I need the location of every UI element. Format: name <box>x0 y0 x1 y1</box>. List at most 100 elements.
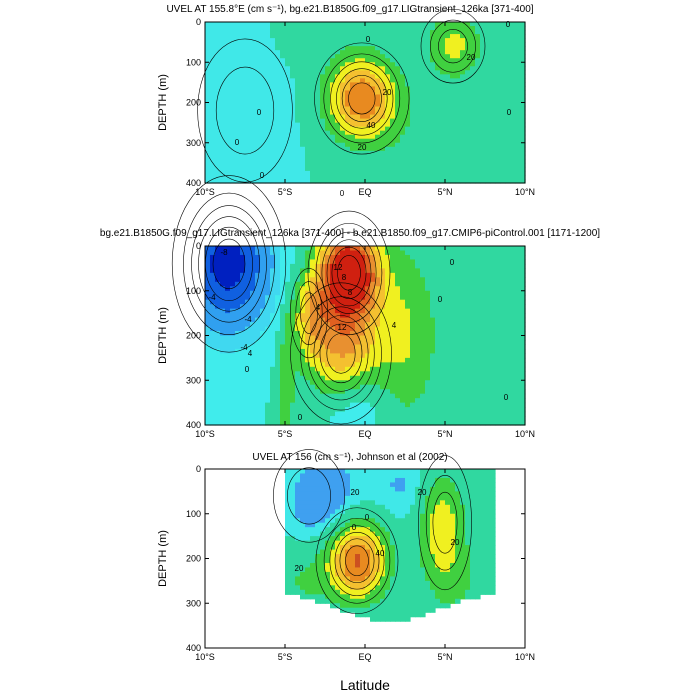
field-cell <box>310 362 316 368</box>
field-cell <box>425 384 431 390</box>
field-cell <box>270 90 276 96</box>
field-cell <box>375 34 381 39</box>
field-cell <box>250 162 256 168</box>
field-cell <box>245 146 251 152</box>
field-cell <box>500 317 506 323</box>
field-cell <box>495 162 501 168</box>
field-cell <box>400 170 406 176</box>
field-cell <box>245 114 251 120</box>
field-cell <box>355 339 361 346</box>
field-cell <box>435 110 441 116</box>
field-cell <box>430 366 436 372</box>
field-cell <box>460 34 466 39</box>
field-cell <box>210 62 216 67</box>
field-cell <box>345 118 351 124</box>
field-cell <box>360 277 366 283</box>
field-cell <box>325 281 331 287</box>
field-cell <box>435 26 441 31</box>
field-cell <box>435 326 441 332</box>
field-cell <box>330 308 336 314</box>
field-cell <box>300 384 306 390</box>
field-cell <box>440 304 446 310</box>
field-cell <box>315 420 321 426</box>
field-cell <box>225 118 231 124</box>
field-cell <box>420 150 426 156</box>
field-cell <box>210 313 216 319</box>
field-cell <box>490 98 496 104</box>
field-cell <box>470 272 476 278</box>
field-cell <box>250 42 256 47</box>
field-cell <box>345 90 351 96</box>
field-cell <box>365 277 371 283</box>
field-cell <box>380 344 386 350</box>
field-cell <box>265 158 271 164</box>
field-cell <box>215 295 221 301</box>
field-cell <box>275 353 281 359</box>
field-cell <box>215 254 221 261</box>
field-cell <box>470 295 476 301</box>
field-cell <box>470 142 476 148</box>
field-cell <box>360 335 366 341</box>
field-cell <box>325 286 331 292</box>
field-cell <box>415 34 421 39</box>
field-cell <box>440 26 446 31</box>
field-cell <box>415 66 421 71</box>
field-cell <box>345 106 351 112</box>
field-cell <box>495 402 501 408</box>
field-cell <box>350 126 356 132</box>
field-cell <box>265 58 271 63</box>
field-cell <box>425 304 431 310</box>
field-cell <box>210 114 216 120</box>
field-cell <box>510 70 516 75</box>
field-cell <box>350 118 356 124</box>
field-cell <box>345 375 351 381</box>
field-cell <box>250 50 256 55</box>
field-cell <box>270 98 276 104</box>
field-cell <box>220 150 226 156</box>
field-cell <box>305 393 311 399</box>
field-cell <box>335 114 341 120</box>
field-cell <box>405 138 411 144</box>
field-cell <box>450 299 456 305</box>
field-cell <box>285 250 291 256</box>
field-cell <box>250 331 256 337</box>
field-cell <box>360 304 366 310</box>
field-cell <box>360 272 366 278</box>
field-cell <box>485 362 491 368</box>
field-cell <box>240 106 246 112</box>
field-cell <box>520 34 526 39</box>
field-cell <box>385 326 391 332</box>
field-cell <box>345 402 351 408</box>
field-cell <box>275 286 281 292</box>
field-cell <box>500 154 506 160</box>
field-cell <box>245 250 251 256</box>
field-cell <box>405 154 411 160</box>
field-cell <box>330 402 336 408</box>
field-cell <box>250 150 256 156</box>
field-cell <box>465 38 471 43</box>
field-cell <box>290 162 296 168</box>
field-cell <box>350 375 356 381</box>
field-cell <box>330 158 336 164</box>
field-cell <box>360 402 366 408</box>
field-cell <box>240 130 246 136</box>
field-cell <box>240 335 246 341</box>
field-cell <box>355 142 361 148</box>
field-cell <box>400 362 406 368</box>
field-cell <box>255 178 261 184</box>
field-cell <box>420 126 426 132</box>
field-cell <box>355 34 361 39</box>
field-cell <box>465 114 471 120</box>
field-cell <box>430 106 436 112</box>
field-cell <box>405 22 411 27</box>
field-cell <box>420 277 426 283</box>
field-cell <box>410 90 416 96</box>
field-cell <box>340 384 346 390</box>
field-cell <box>370 126 376 132</box>
field-cell <box>405 281 411 287</box>
field-cell <box>450 74 456 79</box>
field-cell <box>405 322 411 328</box>
field-cell <box>290 317 296 323</box>
field-cell <box>285 295 291 301</box>
field-cell <box>325 416 331 422</box>
